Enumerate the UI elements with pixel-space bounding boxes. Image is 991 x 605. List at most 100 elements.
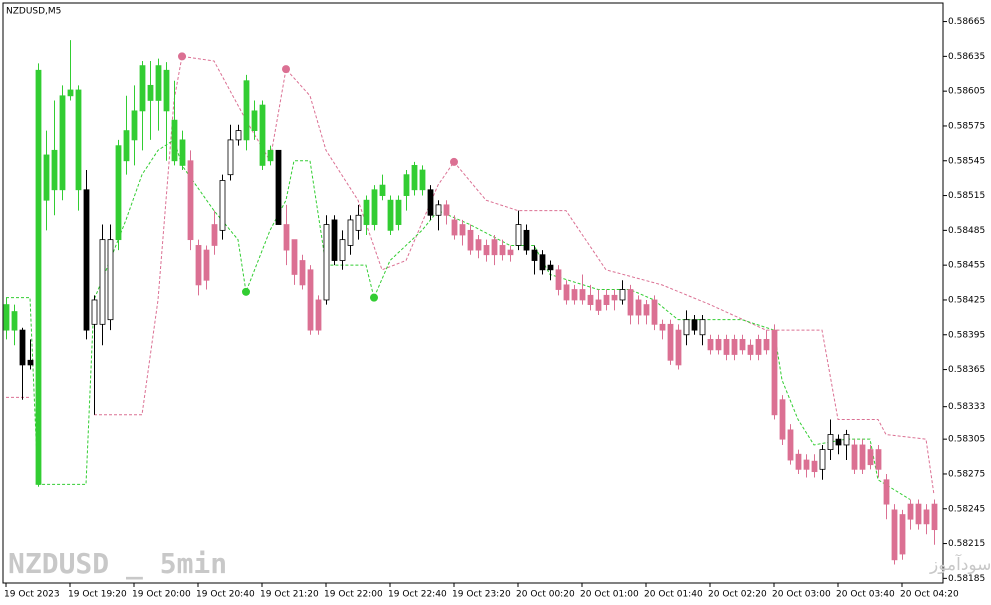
candle-body (11, 311, 18, 331)
candle-body (331, 219, 338, 261)
x-tick-label: 20 Oct 00:20 (516, 590, 575, 600)
signal-dot (450, 157, 458, 166)
candle-body (155, 65, 162, 101)
candle-body (43, 154, 50, 201)
x-tick-label: 20 Oct 01:00 (580, 590, 639, 600)
watermark: NZDUSD _ 5min (8, 547, 227, 580)
candle-body (435, 204, 442, 216)
candle-body (363, 199, 370, 225)
candle-body (99, 239, 106, 325)
candle-body (579, 289, 586, 301)
candle-body (419, 169, 426, 191)
candle-body (75, 89, 82, 191)
x-tick-label: 19 Oct 20:00 (132, 590, 191, 600)
candle-body (107, 239, 114, 321)
signal-dot (178, 52, 186, 61)
y-tick-label: 0.58635 (948, 52, 985, 62)
x-tick-label: 20 Oct 04:20 (900, 590, 959, 600)
y-tick-label: 0.58305 (948, 435, 985, 445)
candle-body (323, 224, 330, 301)
candle-body (243, 80, 250, 141)
x-tick-label: 20 Oct 01:40 (644, 590, 703, 600)
candle-body (635, 299, 642, 316)
candle-body (27, 359, 34, 366)
x-tick-label: 19 Oct 22:40 (388, 590, 447, 600)
x-tick-label: 19 Oct 22:00 (324, 590, 383, 600)
candle-body (403, 174, 410, 196)
candle-body (467, 229, 474, 251)
candle-body (147, 84, 154, 101)
y-tick-label: 0.58605 (948, 87, 985, 97)
candle-body (571, 289, 578, 301)
y-tick-label: 0.58545 (948, 156, 985, 166)
candle-body (611, 294, 618, 301)
candle-body (539, 254, 546, 271)
candle-body (931, 503, 938, 531)
candle-body (275, 149, 282, 225)
candle-body (899, 514, 906, 555)
stop-line (6, 55, 935, 495)
signal-dot (282, 65, 290, 74)
y-tick-label: 0.58275 (948, 469, 985, 479)
candle-body (339, 239, 346, 261)
candle-body (771, 329, 778, 416)
candle-body (835, 438, 842, 446)
candle-body (531, 249, 538, 261)
candle-body (227, 139, 234, 176)
candle-body (547, 264, 554, 271)
signal-dot (242, 287, 250, 296)
candle-body (643, 304, 650, 316)
candle-body (739, 338, 746, 351)
candle-body (867, 449, 874, 466)
candle-body (587, 294, 594, 306)
candle-body (291, 239, 298, 275)
candle-body (715, 338, 722, 351)
candle-body (67, 89, 74, 97)
candle-body (563, 284, 570, 301)
candle-body (251, 110, 258, 131)
y-tick-label: 0.58365 (948, 365, 985, 375)
candle-body (891, 509, 898, 561)
candle-body (163, 69, 170, 112)
candle-body (259, 104, 266, 166)
candle-body (603, 294, 610, 306)
y-tick-label: 0.58245 (948, 504, 985, 514)
x-tick-label: 20 Oct 03:00 (772, 590, 831, 600)
candle-body (315, 299, 322, 331)
candle-body (523, 229, 530, 251)
candle-body (787, 429, 794, 461)
candle-body (859, 444, 866, 470)
candle-body (83, 189, 90, 331)
candle-body (659, 323, 666, 331)
y-tick-label: 0.58425 (948, 295, 985, 305)
candle-body (411, 164, 418, 191)
candle-body (883, 479, 890, 505)
candle-body (843, 434, 850, 446)
candle-body (507, 249, 514, 256)
candle-body (675, 329, 682, 366)
candle-body (923, 509, 930, 525)
candle-body (123, 130, 130, 162)
x-tick-label: 19 Oct 23:20 (452, 590, 511, 600)
candle-body (219, 180, 226, 231)
chart-title: NZDUSD,M5 (6, 7, 61, 17)
y-tick-label: 0.58215 (948, 539, 985, 549)
candle-body (851, 444, 858, 470)
x-tick-label: 19 Oct 20:40 (196, 590, 255, 600)
candle-body (619, 289, 626, 301)
candle-body (459, 224, 466, 236)
candle-body (139, 65, 146, 112)
candle-body (811, 460, 818, 473)
candle-body (131, 110, 138, 141)
candle-body (51, 149, 58, 191)
candle-body (515, 224, 522, 246)
y-tick-label: 0.58665 (948, 17, 985, 27)
candle-body (627, 289, 634, 316)
candle-body (187, 160, 194, 241)
x-tick-label: 19 Oct 21:20 (260, 590, 319, 600)
x-tick-label: 20 Oct 03:40 (836, 590, 895, 600)
x-tick-label: 19 Oct 19:20 (68, 590, 127, 600)
candle-body (747, 344, 754, 355)
candle-body (875, 449, 882, 470)
